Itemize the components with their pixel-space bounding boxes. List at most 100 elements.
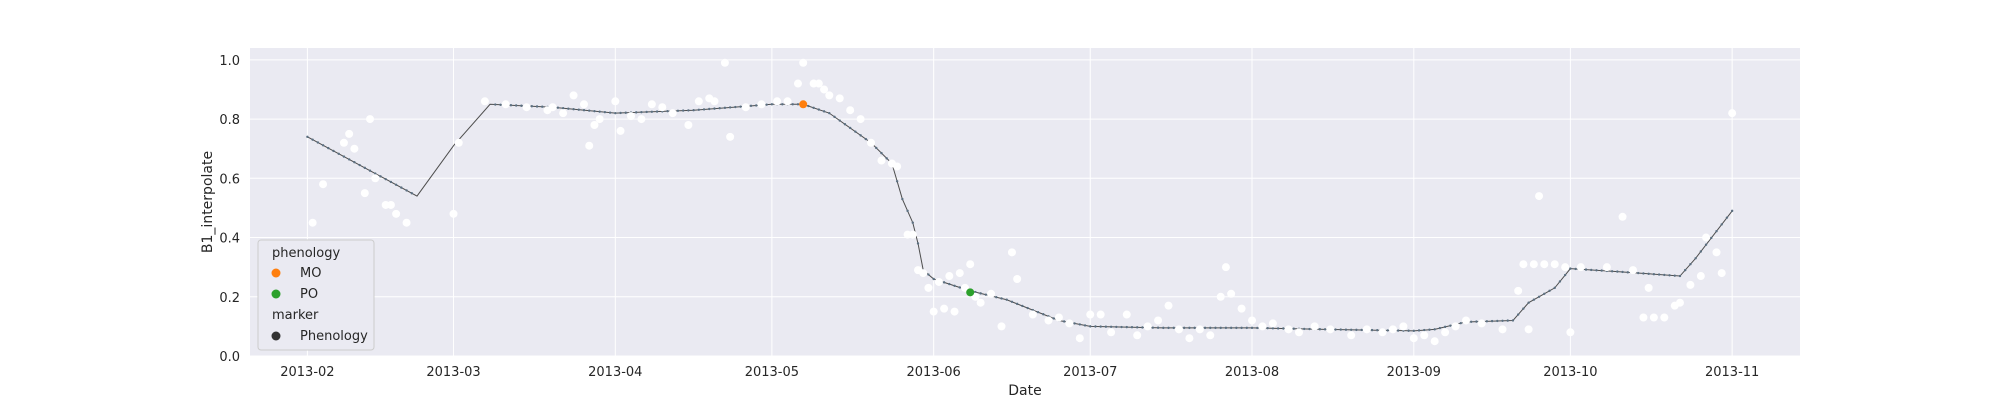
curve-marker (1720, 223, 1723, 226)
raw-point (392, 209, 401, 218)
x-tick-label: 2013-09 (1387, 365, 1441, 380)
raw-point (1420, 331, 1429, 340)
curve-marker (948, 282, 951, 286)
curve-marker (1438, 326, 1442, 330)
raw-point (1174, 325, 1183, 334)
curve-marker (749, 104, 753, 108)
raw-point (585, 141, 594, 150)
curve-marker (577, 108, 580, 111)
raw-point (580, 100, 589, 109)
x-tick-labels: 2013-02 2013-03 2013-04 2013-05 2013-06 2013-… (280, 365, 1759, 380)
curve-marker (1459, 321, 1462, 325)
curve-marker (1657, 273, 1661, 276)
raw-point (668, 109, 677, 118)
phenology-point-po (966, 288, 975, 297)
curve-marker (1689, 262, 1692, 266)
curve-marker (1360, 328, 1363, 332)
raw-point (1044, 316, 1053, 325)
curve-marker (1694, 257, 1697, 260)
raw-point (694, 97, 703, 106)
raw-point (1519, 260, 1528, 269)
raw-point (1362, 325, 1371, 334)
curve-marker (1266, 326, 1269, 330)
curve-marker (1475, 320, 1478, 323)
curve-marker (911, 221, 914, 224)
curve-marker (1637, 271, 1640, 275)
curve-marker (1042, 313, 1045, 316)
curve-marker (368, 169, 372, 172)
raw-point (684, 121, 693, 129)
raw-point (1227, 289, 1236, 298)
curve-marker (311, 138, 314, 141)
curve-marker (1141, 326, 1144, 329)
curve-marker (1151, 326, 1155, 329)
raw-point (1618, 212, 1627, 221)
curve-marker (854, 130, 857, 133)
raw-point (846, 106, 855, 115)
legend-label-phenology: Phenology (300, 329, 368, 344)
curve-marker (723, 106, 727, 110)
y-tick-label: 0.6 (219, 172, 240, 187)
curve-marker (1417, 329, 1421, 332)
raw-point (626, 112, 635, 121)
curve-marker (734, 105, 737, 109)
curve-marker (828, 111, 831, 115)
raw-point (1524, 325, 1533, 334)
curve-marker (1553, 286, 1556, 290)
raw-point (548, 103, 557, 112)
curve-marker (1052, 317, 1055, 320)
raw-point (934, 277, 943, 286)
raw-point (1096, 310, 1105, 319)
curve-marker (614, 111, 617, 115)
curve-marker (535, 105, 539, 108)
raw-point (1075, 334, 1084, 343)
curve-marker (1699, 250, 1703, 253)
curve-marker (843, 123, 847, 126)
raw-point (1702, 233, 1711, 242)
y-tick-labels: 0.0 0.2 0.4 0.6 0.8 1.0 (219, 54, 240, 365)
raw-point (658, 103, 667, 112)
raw-point (1164, 301, 1173, 310)
curve-marker (1308, 327, 1311, 331)
raw-point (1477, 319, 1486, 328)
raw-point (1535, 192, 1544, 201)
raw-point (893, 162, 902, 171)
raw-point (1430, 337, 1439, 346)
legend-marker-mo (271, 268, 281, 278)
legend-title-phenology: phenology (272, 246, 340, 261)
curve-marker (676, 109, 680, 112)
raw-point (1248, 316, 1257, 325)
curve-marker (687, 109, 690, 112)
raw-point (454, 138, 463, 147)
curve-marker (702, 108, 706, 111)
curve-marker (875, 146, 878, 150)
raw-point (987, 289, 996, 298)
raw-point (339, 138, 348, 147)
raw-point (1529, 260, 1538, 269)
raw-point (924, 283, 933, 292)
curve-marker (979, 292, 982, 295)
raw-point (1347, 331, 1356, 340)
curve-marker (692, 108, 695, 112)
raw-point (1154, 316, 1163, 325)
curve-marker (1344, 328, 1348, 331)
curve-marker (1730, 209, 1734, 213)
curve-marker (1193, 326, 1196, 330)
curve-marker (347, 158, 351, 161)
raw-point (1712, 248, 1721, 257)
raw-point (1268, 319, 1277, 328)
curve-marker (1303, 327, 1306, 331)
raw-point (371, 174, 380, 183)
curve-marker (1496, 319, 1499, 323)
raw-point (1185, 334, 1194, 343)
raw-point (1388, 325, 1397, 334)
raw-point (611, 97, 620, 106)
curve-marker (1089, 325, 1092, 328)
curve-marker (995, 295, 998, 299)
raw-point (366, 115, 375, 124)
raw-point (908, 230, 917, 239)
raw-point (1086, 310, 1095, 319)
curve-marker (400, 186, 403, 189)
curve-marker (1412, 329, 1416, 333)
raw-point (1195, 325, 1204, 334)
